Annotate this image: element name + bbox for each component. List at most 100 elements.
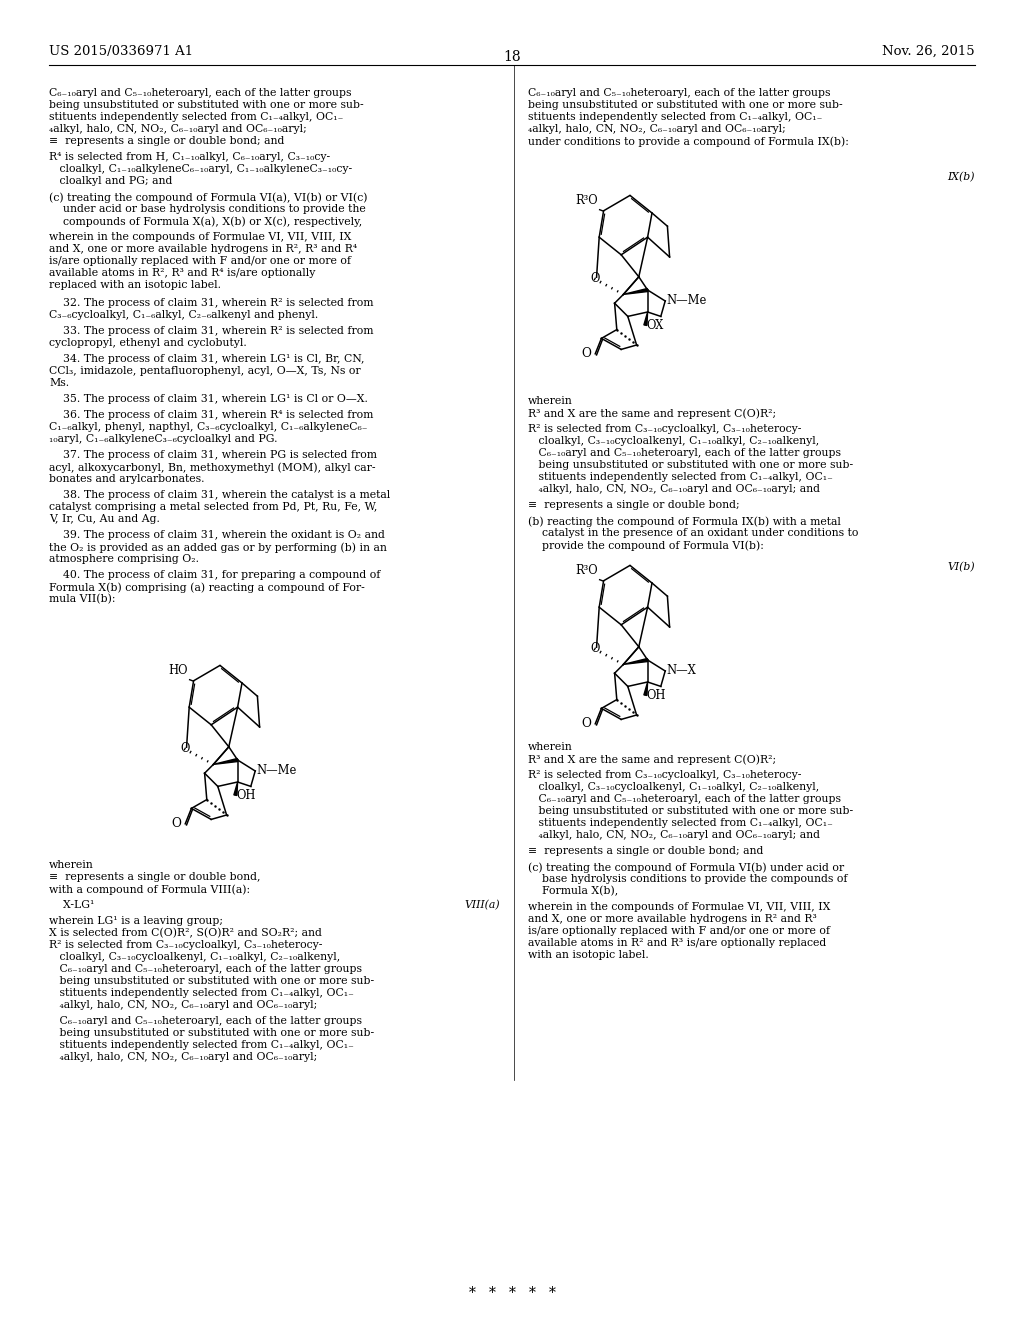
Text: being unsubstituted or substituted with one or more sub-: being unsubstituted or substituted with … xyxy=(528,459,853,470)
Text: O: O xyxy=(582,347,592,360)
Text: X is selected from C(O)R², S(O)R² and SO₂R²; and: X is selected from C(O)R², S(O)R² and SO… xyxy=(49,928,322,939)
Text: C₃₋₆cycloalkyl, C₁₋₆alkyl, C₂₋₆alkenyl and phenyl.: C₃₋₆cycloalkyl, C₁₋₆alkyl, C₂₋₆alkenyl a… xyxy=(49,310,318,319)
Text: HO: HO xyxy=(169,664,188,677)
Text: V, Ir, Cu, Au and Ag.: V, Ir, Cu, Au and Ag. xyxy=(49,513,160,524)
Text: under acid or base hydrolysis conditions to provide the: under acid or base hydrolysis conditions… xyxy=(49,205,366,214)
Text: cloalkyl, C₃₋₁₀cycloalkenyl, C₁₋₁₀alkyl, C₂₋₁₀alkenyl,: cloalkyl, C₃₋₁₀cycloalkenyl, C₁₋₁₀alkyl,… xyxy=(528,781,819,792)
Text: ₄alkyl, halo, CN, NO₂, C₆₋₁₀aryl and OC₆₋₁₀aryl; and: ₄alkyl, halo, CN, NO₂, C₆₋₁₀aryl and OC₆… xyxy=(528,830,820,840)
Text: IX(b): IX(b) xyxy=(947,172,975,182)
Text: ≡  represents a single or double bond; and: ≡ represents a single or double bond; an… xyxy=(49,136,285,147)
Text: (c) treating the compound of Formula VI(a), VI(b) or VI(c): (c) treating the compound of Formula VI(… xyxy=(49,191,368,202)
Text: being unsubstituted or substituted with one or more sub-: being unsubstituted or substituted with … xyxy=(49,1028,374,1038)
Text: acyl, alkoxycarbonyl, Bn, methoxymethyl (MOM), alkyl car-: acyl, alkoxycarbonyl, Bn, methoxymethyl … xyxy=(49,462,376,473)
Text: available atoms in R² and R³ is/are optionally replaced: available atoms in R² and R³ is/are opti… xyxy=(528,939,826,948)
Text: 39. The process of claim 31, wherein the oxidant is O₂ and: 39. The process of claim 31, wherein the… xyxy=(49,531,385,540)
Text: being unsubstituted or substituted with one or more sub-: being unsubstituted or substituted with … xyxy=(49,100,364,110)
Text: R³O: R³O xyxy=(575,565,598,578)
Text: 37. The process of claim 31, wherein PG is selected from: 37. The process of claim 31, wherein PG … xyxy=(49,450,377,459)
Text: ₄alkyl, halo, CN, NO₂, C₆₋₁₀aryl and OC₆₋₁₀aryl;: ₄alkyl, halo, CN, NO₂, C₆₋₁₀aryl and OC₆… xyxy=(49,124,307,135)
Text: OX: OX xyxy=(646,318,664,331)
Text: 33. The process of claim 31, wherein R² is selected from: 33. The process of claim 31, wherein R² … xyxy=(49,326,374,337)
Text: OH: OH xyxy=(237,789,256,801)
Text: stituents independently selected from C₁₋₄alkyl, OC₁₋: stituents independently selected from C₁… xyxy=(528,473,833,482)
Text: cloalkyl and PG; and: cloalkyl and PG; and xyxy=(49,176,172,186)
Text: atmosphere comprising O₂.: atmosphere comprising O₂. xyxy=(49,554,199,564)
Polygon shape xyxy=(213,759,238,764)
Text: X-LG¹: X-LG¹ xyxy=(49,900,94,909)
Text: cloalkyl, C₁₋₁₀alkyleneC₆₋₁₀aryl, C₁₋₁₀alkyleneC₃₋₁₀cy-: cloalkyl, C₁₋₁₀alkyleneC₆₋₁₀aryl, C₁₋₁₀a… xyxy=(49,164,352,174)
Text: mula VII(b):: mula VII(b): xyxy=(49,594,116,605)
Text: base hydrolysis conditions to provide the compounds of: base hydrolysis conditions to provide th… xyxy=(528,874,848,884)
Text: ₄alkyl, halo, CN, NO₂, C₆₋₁₀aryl and OC₆₋₁₀aryl;: ₄alkyl, halo, CN, NO₂, C₆₋₁₀aryl and OC₆… xyxy=(49,1052,317,1063)
Text: wherein in the compounds of Formulae VI, VII, VIII, IX: wherein in the compounds of Formulae VI,… xyxy=(49,232,351,242)
Text: compounds of Formula X(a), X(b) or X(c), respectively,: compounds of Formula X(a), X(b) or X(c),… xyxy=(49,216,362,227)
Text: wherein: wherein xyxy=(528,742,572,752)
Text: 36. The process of claim 31, wherein R⁴ is selected from: 36. The process of claim 31, wherein R⁴ … xyxy=(49,411,374,420)
Text: stituents independently selected from C₁₋₄alkyl, OC₁₋: stituents independently selected from C₁… xyxy=(528,112,822,121)
Text: wherein in the compounds of Formulae VI, VII, VIII, IX: wherein in the compounds of Formulae VI,… xyxy=(528,902,830,912)
Text: catalyst in the presence of an oxidant under conditions to: catalyst in the presence of an oxidant u… xyxy=(528,528,858,539)
Text: wherein: wherein xyxy=(49,861,94,870)
Polygon shape xyxy=(624,659,648,664)
Text: Formula X(b),: Formula X(b), xyxy=(528,886,618,896)
Text: O: O xyxy=(180,742,189,755)
Text: Formula X(b) comprising (a) reacting a compound of For-: Formula X(b) comprising (a) reacting a c… xyxy=(49,582,365,593)
Text: being unsubstituted or substituted with one or more sub-: being unsubstituted or substituted with … xyxy=(528,807,853,816)
Text: *   *   *   *   *: * * * * * xyxy=(469,1286,555,1300)
Text: O: O xyxy=(582,717,592,730)
Text: C₆₋₁₀aryl and C₅₋₁₀heteroaryl, each of the latter groups: C₆₋₁₀aryl and C₅₋₁₀heteroaryl, each of t… xyxy=(49,964,362,974)
Text: 18: 18 xyxy=(503,50,521,63)
Text: VI(b): VI(b) xyxy=(947,562,975,573)
Text: the O₂ is provided as an added gas or by performing (b) in an: the O₂ is provided as an added gas or by… xyxy=(49,543,387,553)
Text: available atoms in R², R³ and R⁴ is/are optionally: available atoms in R², R³ and R⁴ is/are … xyxy=(49,268,315,279)
Text: Nov. 26, 2015: Nov. 26, 2015 xyxy=(883,45,975,58)
Polygon shape xyxy=(644,312,647,326)
Text: N—X: N—X xyxy=(667,664,696,677)
Text: cloalkyl, C₃₋₁₀cycloalkenyl, C₁₋₁₀alkyl, C₂₋₁₀alkenyl,: cloalkyl, C₃₋₁₀cycloalkenyl, C₁₋₁₀alkyl,… xyxy=(528,436,819,446)
Text: bonates and arylcarbonates.: bonates and arylcarbonates. xyxy=(49,474,205,484)
Text: ₄alkyl, halo, CN, NO₂, C₆₋₁₀aryl and OC₆₋₁₀aryl;: ₄alkyl, halo, CN, NO₂, C₆₋₁₀aryl and OC₆… xyxy=(528,124,785,135)
Text: with an isotopic label.: with an isotopic label. xyxy=(528,950,649,960)
Text: N—Me: N—Me xyxy=(667,294,707,308)
Text: C₆₋₁₀aryl and C₅₋₁₀heteroaryl, each of the latter groups: C₆₋₁₀aryl and C₅₋₁₀heteroaryl, each of t… xyxy=(49,88,351,98)
Text: 38. The process of claim 31, wherein the catalyst is a metal: 38. The process of claim 31, wherein the… xyxy=(49,490,390,500)
Text: N—Me: N—Me xyxy=(256,764,297,777)
Polygon shape xyxy=(624,289,648,294)
Text: ≡  represents a single or double bond; and: ≡ represents a single or double bond; an… xyxy=(528,846,763,855)
Text: C₆₋₁₀aryl and C₅₋₁₀heteroaryl, each of the latter groups: C₆₋₁₀aryl and C₅₋₁₀heteroaryl, each of t… xyxy=(49,1016,362,1026)
Text: ≡  represents a single or double bond,: ≡ represents a single or double bond, xyxy=(49,873,260,882)
Text: wherein: wherein xyxy=(528,396,572,407)
Text: O: O xyxy=(590,643,599,656)
Text: VIII(a): VIII(a) xyxy=(464,900,500,911)
Text: (c) treating the compound of Formula VI(b) under acid or: (c) treating the compound of Formula VI(… xyxy=(528,862,844,873)
Text: being unsubstituted or substituted with one or more sub-: being unsubstituted or substituted with … xyxy=(49,975,374,986)
Text: ₄alkyl, halo, CN, NO₂, C₆₋₁₀aryl and OC₆₋₁₀aryl; and: ₄alkyl, halo, CN, NO₂, C₆₋₁₀aryl and OC₆… xyxy=(528,484,820,494)
Text: cloalkyl, C₃₋₁₀cycloalkenyl, C₁₋₁₀alkyl, C₂₋₁₀alkenyl,: cloalkyl, C₃₋₁₀cycloalkenyl, C₁₋₁₀alkyl,… xyxy=(49,952,340,962)
Text: OH: OH xyxy=(646,689,666,702)
Text: is/are optionally replaced with F and/or one or more of: is/are optionally replaced with F and/or… xyxy=(528,927,830,936)
Text: O: O xyxy=(590,272,599,285)
Text: cyclopropyl, ethenyl and cyclobutyl.: cyclopropyl, ethenyl and cyclobutyl. xyxy=(49,338,247,348)
Polygon shape xyxy=(233,781,238,796)
Text: (b) reacting the compound of Formula IX(b) with a metal: (b) reacting the compound of Formula IX(… xyxy=(528,516,841,527)
Text: ≡  represents a single or double bond;: ≡ represents a single or double bond; xyxy=(528,500,739,510)
Text: US 2015/0336971 A1: US 2015/0336971 A1 xyxy=(49,45,194,58)
Text: stituents independently selected from C₁₋₄alkyl, OC₁₋: stituents independently selected from C₁… xyxy=(528,818,833,828)
Text: R³ and X are the same and represent C(O)R²;: R³ and X are the same and represent C(O)… xyxy=(528,408,776,418)
Text: catalyst comprising a metal selected from Pd, Pt, Ru, Fe, W,: catalyst comprising a metal selected fro… xyxy=(49,502,378,512)
Text: ₁₀aryl, C₁₋₆alkyleneC₃₋₆cycloalkyl and PG.: ₁₀aryl, C₁₋₆alkyleneC₃₋₆cycloalkyl and P… xyxy=(49,434,278,444)
Text: and X, one or more available hydrogens in R² and R³: and X, one or more available hydrogens i… xyxy=(528,913,817,924)
Text: under conditions to provide a compound of Formula IX(b):: under conditions to provide a compound o… xyxy=(528,136,849,147)
Text: stituents independently selected from C₁₋₄alkyl, OC₁₋: stituents independently selected from C₁… xyxy=(49,987,354,998)
Text: C₆₋₁₀aryl and C₅₋₁₀heteroaryl, each of the latter groups: C₆₋₁₀aryl and C₅₋₁₀heteroaryl, each of t… xyxy=(528,795,841,804)
Text: C₆₋₁₀aryl and C₅₋₁₀heteroaryl, each of the latter groups: C₆₋₁₀aryl and C₅₋₁₀heteroaryl, each of t… xyxy=(528,447,841,458)
Text: wherein LG¹ is a leaving group;: wherein LG¹ is a leaving group; xyxy=(49,916,223,927)
Text: provide the compound of Formula VI(b):: provide the compound of Formula VI(b): xyxy=(528,540,764,550)
Text: R² is selected from C₃₋₁₀cycloalkyl, C₃₋₁₀heterocy-: R² is selected from C₃₋₁₀cycloalkyl, C₃₋… xyxy=(49,940,323,950)
Text: 34. The process of claim 31, wherein LG¹ is Cl, Br, CN,: 34. The process of claim 31, wherein LG¹… xyxy=(49,354,365,364)
Polygon shape xyxy=(644,682,647,696)
Text: stituents independently selected from C₁₋₄alkyl, OC₁₋: stituents independently selected from C₁… xyxy=(49,1040,354,1049)
Text: 35. The process of claim 31, wherein LG¹ is Cl or O—X.: 35. The process of claim 31, wherein LG¹… xyxy=(49,393,368,404)
Text: is/are optionally replaced with F and/or one or more of: is/are optionally replaced with F and/or… xyxy=(49,256,351,267)
Text: C₁₋₆alkyl, phenyl, napthyl, C₃₋₆cycloalkyl, C₁₋₆alkyleneC₆₋: C₁₋₆alkyl, phenyl, napthyl, C₃₋₆cycloalk… xyxy=(49,422,368,432)
